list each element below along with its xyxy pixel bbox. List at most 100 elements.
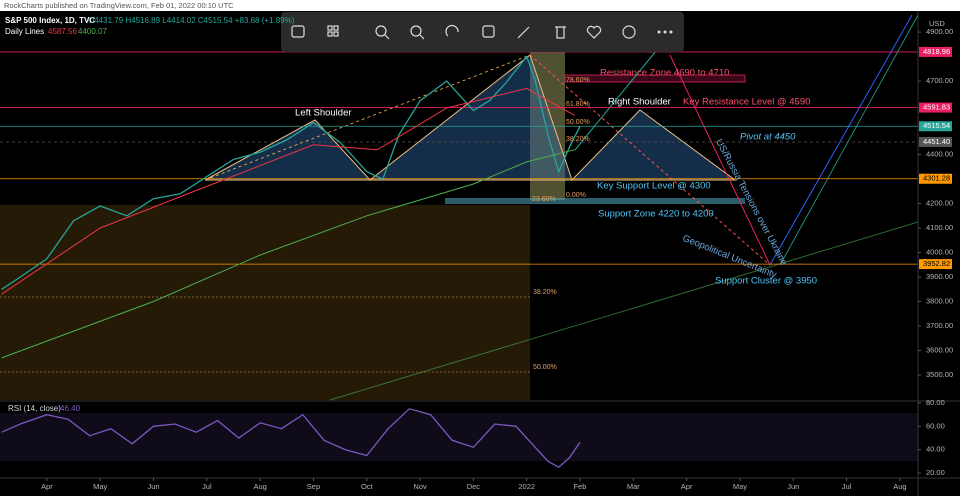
trend-line — [204, 54, 531, 181]
annotation: Resistance Zone 4690 to 4710 — [600, 68, 729, 79]
y-tick-label: 40.00 — [926, 445, 945, 454]
icon-rotate[interactable] — [445, 24, 459, 37]
x-tick-label: May — [93, 482, 107, 491]
level-label: 4515.54 — [923, 121, 950, 130]
icon-delete[interactable] — [555, 26, 566, 39]
level-tag — [919, 102, 952, 113]
icon-zoom-in[interactable] — [375, 25, 387, 37]
level-tag — [919, 46, 952, 57]
series-line — [1, 149, 575, 359]
legend-ma-title: Daily Lines — [5, 27, 44, 36]
icon-zoom-out[interactable] — [410, 25, 422, 37]
y-tick-label: 3500.00 — [926, 370, 953, 379]
fib-label: 78.60% — [566, 77, 590, 84]
level-label: 3952.82 — [923, 259, 950, 268]
drawings — [0, 14, 919, 461]
series-line — [1, 55, 581, 290]
x-tick-label: Oct — [361, 482, 374, 491]
y-tick-label: 4200.00 — [926, 199, 953, 208]
toolbar — [281, 12, 684, 52]
y-tick-label: 3700.00 — [926, 321, 953, 330]
annotation: Right Shoulder — [608, 97, 671, 108]
fib-label: 50.00% — [566, 119, 590, 126]
icon-image[interactable] — [291, 25, 305, 38]
y-tick-label: 20.00 — [926, 468, 945, 477]
y-tick-label: 60.00 — [926, 421, 945, 430]
level-tag — [919, 259, 952, 270]
level-label: 4451.40 — [923, 137, 950, 146]
y-tick-label: 4000.00 — [926, 248, 953, 257]
series-line — [1, 87, 575, 295]
fib-zone — [0, 205, 530, 400]
rsi-value: 46.40 — [60, 404, 81, 413]
icon-grid[interactable] — [327, 25, 333, 31]
trend-line — [779, 14, 919, 266]
annotation: Support Zone 4220 to 4200 — [598, 209, 714, 220]
x-tick-label: 2022 — [518, 482, 535, 491]
resistance-zone — [564, 74, 746, 83]
level-label: 4301.28 — [923, 174, 950, 183]
y-tick-label: 4900.00 — [926, 27, 953, 36]
x-tick-label: Apr — [681, 482, 693, 491]
annotation: Support Cluster @ 3950 — [715, 276, 817, 287]
icon-info[interactable] — [622, 25, 636, 39]
icon-draw[interactable] — [517, 26, 530, 39]
x-tick-label: May — [733, 482, 747, 491]
fib-label: 61.80% — [566, 101, 590, 108]
fib-label: 38.20% — [566, 136, 590, 143]
icon-favorite[interactable] — [586, 25, 602, 39]
annotation: Pivot at 4450 — [740, 132, 796, 143]
y-tick-label: 80.00 — [926, 398, 945, 407]
x-tick-label: Nov — [413, 482, 427, 491]
level-tag — [919, 173, 952, 184]
annotation: Key Support Level @ 4300 — [597, 181, 711, 192]
fib-label: 50.00% — [533, 364, 557, 371]
fib-label: 23.60% — [532, 196, 556, 203]
trend-line — [669, 54, 771, 266]
x-tick-label: Dec — [467, 482, 481, 491]
trend-line — [574, 39, 666, 151]
y-tick-label: 4700.00 — [926, 76, 953, 85]
header-bar — [0, 0, 960, 11]
x-tick-label: Jun — [787, 482, 799, 491]
x-tick-label: Jul — [842, 482, 852, 491]
legend-ohlc: O4431.79 H4516.89 L4414.02 C4515.54 +83.… — [88, 16, 295, 25]
legend-ma-value: 4400.07 — [78, 27, 107, 36]
x-tick-label: Sep — [307, 482, 320, 491]
annotation: Key Resistance Level @ 4590 — [683, 97, 810, 108]
support-zone — [445, 198, 745, 204]
fib-label: 0.00% — [566, 192, 586, 199]
level-label: 4818.96 — [923, 47, 950, 56]
level-tag — [919, 121, 952, 132]
trend-line — [329, 221, 919, 401]
annotation: Left Shoulder — [295, 108, 352, 119]
level-tag — [919, 136, 952, 147]
trend-line — [769, 14, 913, 266]
y-tick-label: 3900.00 — [926, 272, 953, 281]
y-tick-label: 4400.00 — [926, 150, 953, 159]
y-tick-label: 3600.00 — [926, 346, 953, 355]
publisher: RockCharts published on TradingView.com,… — [4, 1, 234, 10]
y-axis-label: USD — [929, 19, 945, 28]
fib-label: 38.20% — [533, 289, 557, 296]
x-tick-label: Apr — [41, 482, 53, 491]
icon-more[interactable] — [657, 30, 673, 34]
x-tick-label: Mar — [627, 482, 640, 491]
x-tick-label: Aug — [253, 482, 266, 491]
legend-symbol: S&P 500 Index, 1D, TVC — [5, 16, 95, 25]
x-tick-label: Jun — [147, 482, 159, 491]
x-tick-label: Aug — [893, 482, 906, 491]
y-tick-label: 3800.00 — [926, 297, 953, 306]
rsi-title: RSI (14, close) — [8, 404, 61, 413]
y-tick-label: 4100.00 — [926, 223, 953, 232]
trend-line — [529, 54, 771, 266]
level-label: 4591.83 — [923, 103, 950, 112]
x-tick-label: Feb — [574, 482, 587, 491]
icon-edit[interactable] — [482, 25, 495, 38]
legend-ma-value: 4587.56 — [48, 27, 77, 36]
x-tick-label: Jul — [202, 482, 212, 491]
rsi-band — [0, 413, 918, 461]
